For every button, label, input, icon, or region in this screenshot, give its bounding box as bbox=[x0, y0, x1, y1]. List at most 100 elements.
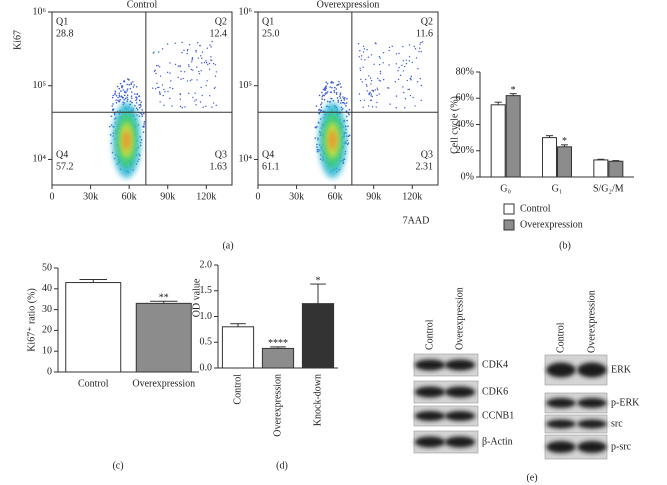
event-dot bbox=[131, 91, 133, 93]
event-dot bbox=[180, 70, 182, 72]
event-dot bbox=[215, 71, 218, 73]
y-axis-label: OD value bbox=[191, 278, 202, 317]
event-dot bbox=[371, 95, 374, 98]
quadrant-value: 2.31 bbox=[416, 161, 434, 172]
event-dot bbox=[161, 84, 164, 86]
event-dot bbox=[397, 70, 399, 72]
event-dot bbox=[166, 43, 169, 45]
event-dot bbox=[110, 142, 113, 145]
event-dot bbox=[153, 70, 156, 72]
event-dot bbox=[417, 68, 419, 70]
y-tick-label: 0.5 bbox=[200, 337, 213, 348]
event-dot bbox=[214, 86, 216, 89]
event-dot bbox=[118, 100, 121, 103]
event-dot bbox=[210, 46, 212, 48]
event-dot bbox=[325, 85, 327, 87]
event-dot bbox=[122, 101, 124, 104]
event-dot bbox=[419, 77, 422, 80]
event-dot bbox=[196, 66, 198, 68]
event-dot bbox=[115, 99, 117, 101]
event-dot bbox=[325, 81, 327, 83]
blot-band bbox=[546, 398, 576, 408]
event-dot bbox=[362, 106, 364, 108]
event-dot bbox=[370, 95, 372, 97]
event-dot bbox=[157, 65, 159, 67]
event-dot bbox=[184, 106, 186, 108]
event-dot bbox=[403, 65, 406, 68]
error-bar bbox=[310, 283, 326, 304]
event-dot bbox=[402, 45, 404, 48]
event-dot bbox=[170, 80, 172, 82]
event-dot bbox=[177, 65, 179, 67]
event-dot bbox=[363, 99, 365, 101]
y-axis-label: Cell cycle (%) bbox=[449, 96, 460, 154]
event-dot bbox=[348, 134, 351, 137]
event-dot bbox=[209, 95, 211, 97]
event-dot bbox=[365, 78, 367, 81]
event-dot bbox=[372, 90, 375, 93]
bar bbox=[65, 282, 122, 373]
event-dot bbox=[378, 63, 381, 66]
event-dot bbox=[325, 87, 328, 89]
event-dot bbox=[142, 131, 145, 133]
event-dot bbox=[329, 86, 331, 88]
event-dot bbox=[320, 106, 323, 108]
event-dot bbox=[109, 134, 112, 136]
event-dot bbox=[112, 103, 114, 105]
event-dot bbox=[214, 64, 217, 66]
event-dot bbox=[199, 101, 202, 103]
event-dot bbox=[191, 56, 194, 59]
event-dot bbox=[340, 109, 343, 111]
event-dot bbox=[141, 113, 143, 116]
event-dot bbox=[370, 79, 373, 82]
event-dot bbox=[366, 85, 368, 88]
x-tick-label: 60k bbox=[328, 191, 343, 202]
event-dot bbox=[315, 126, 317, 129]
x-tick-label: 120k bbox=[402, 191, 422, 202]
event-dot bbox=[389, 103, 391, 105]
event-dot bbox=[136, 92, 139, 95]
event-dot bbox=[192, 69, 194, 71]
event-dot bbox=[153, 51, 155, 53]
event-dot bbox=[159, 75, 162, 77]
event-dot bbox=[326, 91, 329, 93]
x-tick-label: 90k bbox=[366, 191, 381, 202]
event-dot bbox=[138, 104, 140, 106]
event-dot bbox=[138, 95, 140, 98]
x-tick-label: 0 bbox=[256, 191, 261, 202]
event-dot bbox=[159, 92, 161, 94]
blot-band bbox=[546, 419, 576, 429]
event-dot bbox=[188, 65, 190, 68]
event-dot bbox=[138, 106, 141, 109]
event-dot bbox=[188, 92, 190, 95]
event-dot bbox=[371, 89, 373, 92]
event-dot bbox=[362, 51, 365, 53]
event-dot bbox=[376, 94, 378, 97]
event-dot bbox=[138, 99, 141, 102]
event-dot bbox=[317, 137, 319, 139]
event-dot bbox=[130, 83, 133, 86]
event-dot bbox=[161, 48, 164, 50]
y-tick-label: 40% bbox=[456, 119, 474, 130]
event-dot bbox=[377, 77, 379, 79]
event-dot bbox=[333, 91, 336, 93]
event-dot bbox=[169, 62, 171, 64]
blot-row-label: ERK bbox=[611, 364, 632, 375]
event-dot bbox=[379, 72, 382, 75]
blot-band bbox=[577, 441, 607, 453]
event-dot bbox=[203, 61, 206, 64]
event-dot bbox=[388, 49, 390, 52]
blot-column-label: Overexpression bbox=[454, 287, 465, 350]
event-dot bbox=[335, 88, 338, 90]
event-dot bbox=[124, 91, 126, 94]
event-dot bbox=[131, 101, 133, 104]
event-dot bbox=[319, 110, 322, 112]
event-dot bbox=[362, 66, 364, 69]
event-dot bbox=[335, 91, 338, 94]
event-dot bbox=[122, 96, 124, 99]
event-dot bbox=[379, 80, 382, 82]
event-dot bbox=[323, 98, 326, 101]
event-dot bbox=[336, 97, 339, 99]
event-dot bbox=[420, 99, 422, 102]
significance: * bbox=[316, 275, 321, 286]
